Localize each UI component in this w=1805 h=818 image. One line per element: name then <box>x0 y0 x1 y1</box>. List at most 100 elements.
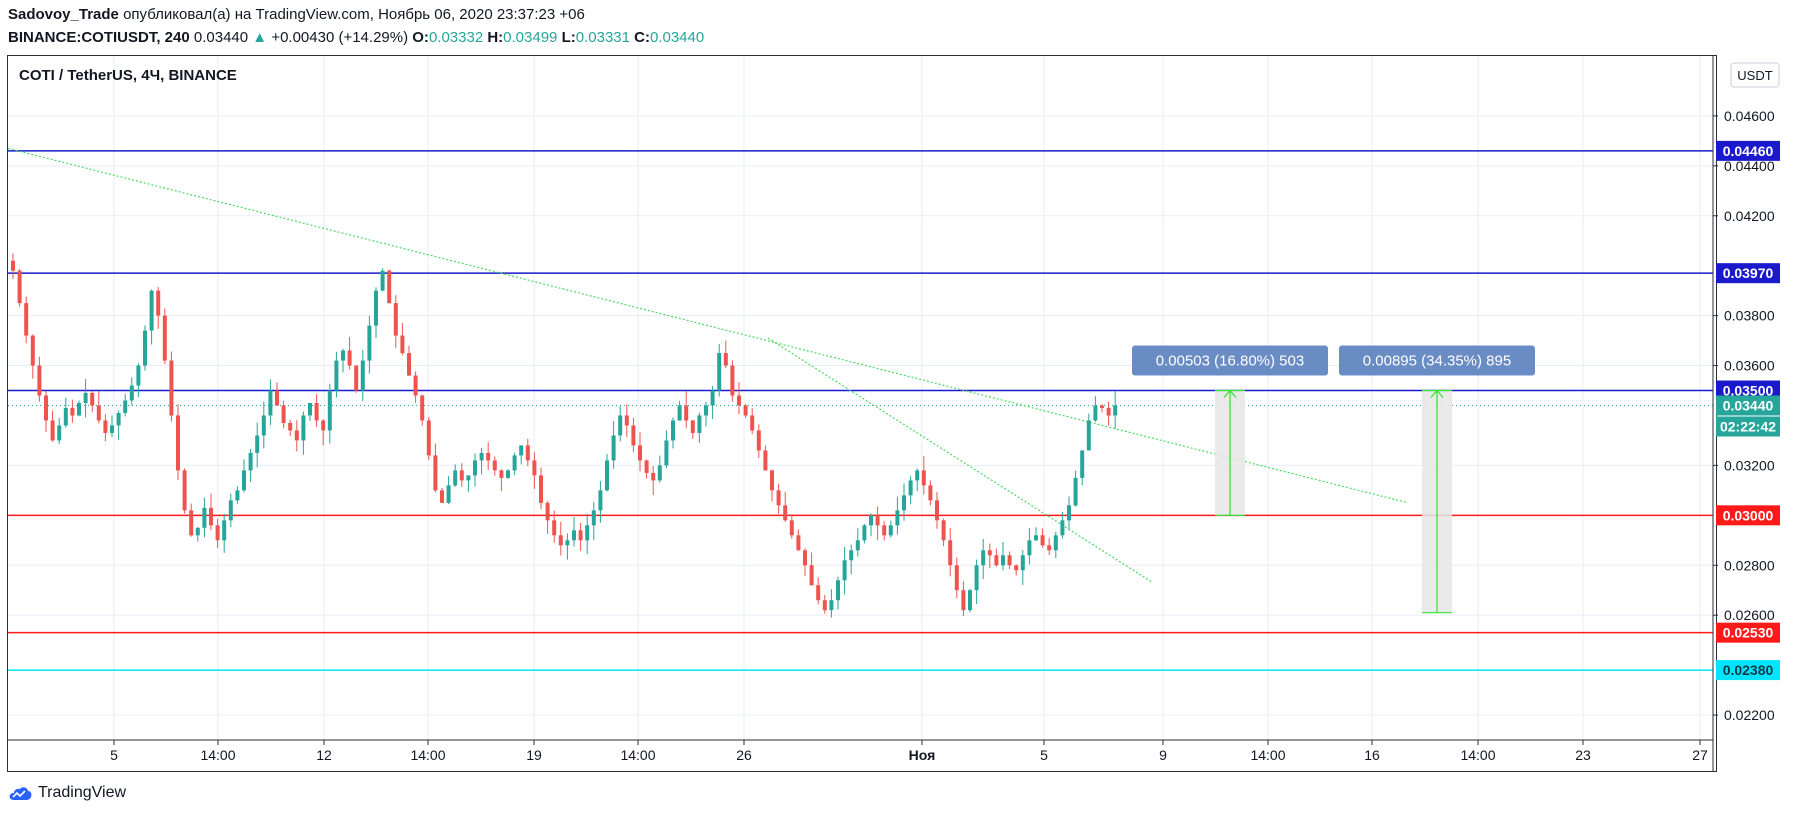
measure-label: 0.00503 (16.80%) 503 <box>1156 353 1304 370</box>
candle-body <box>618 415 623 436</box>
candle-body <box>255 435 260 453</box>
x-tick-label: 19 <box>526 747 542 763</box>
candle-body <box>11 260 15 271</box>
open-label: O: <box>412 29 429 46</box>
candle-body <box>288 422 293 431</box>
candle-body <box>242 470 246 491</box>
candle-body <box>400 335 405 354</box>
candle-body <box>453 470 458 486</box>
candle-body <box>869 515 873 526</box>
candle-body <box>994 555 999 566</box>
candle-body <box>433 455 438 491</box>
candle-body <box>96 405 101 421</box>
measure-label: 0.00895 (34.35%) 895 <box>1363 353 1511 370</box>
candle-body <box>407 353 411 376</box>
candle-body <box>624 415 629 426</box>
candle-body <box>136 365 141 386</box>
candle-body <box>499 470 504 478</box>
candle-body <box>1053 535 1058 551</box>
candle-body <box>855 540 860 551</box>
candle-body <box>63 407 68 426</box>
low-value: 0.03331 <box>575 29 630 46</box>
x-tick-label: 14:00 <box>1460 747 1495 763</box>
candle-body <box>552 520 557 536</box>
x-tick-label: 27 <box>1692 747 1708 763</box>
candle-body <box>83 393 88 403</box>
candle-body <box>261 415 266 436</box>
candle-body <box>657 465 662 481</box>
candle-body <box>215 525 220 541</box>
change-up-icon: ▲ <box>252 29 268 46</box>
candle-body <box>103 420 108 433</box>
x-tick-label: 14:00 <box>200 747 235 763</box>
candle-body <box>1086 420 1091 451</box>
candle-body <box>816 585 821 601</box>
candle-body <box>77 402 81 416</box>
candle-body <box>545 502 550 521</box>
candle-body <box>176 415 180 471</box>
measure-label-box[interactable] <box>1339 345 1535 376</box>
currency-button-label[interactable]: USDT <box>1737 68 1772 83</box>
candle-body <box>941 520 946 541</box>
candle-body <box>888 525 893 536</box>
high-label: H: <box>487 29 504 46</box>
candle-body <box>162 315 167 361</box>
high-value: 0.03499 <box>503 29 558 46</box>
candle-body <box>387 270 392 304</box>
price-change: +0.00430 (+14.29%) <box>271 29 409 46</box>
candle-body <box>875 515 880 526</box>
candle-body <box>750 415 755 431</box>
candle-body <box>321 420 326 431</box>
candle-body <box>585 525 590 541</box>
candle-body <box>770 470 774 491</box>
measure-label-box[interactable] <box>1132 345 1328 376</box>
candle-body <box>50 420 55 441</box>
candle-body <box>935 500 939 521</box>
candle-body <box>591 510 596 526</box>
currency-button[interactable]: USDT <box>1730 62 1780 88</box>
candle-body <box>70 407 75 416</box>
author-name[interactable]: Sadovoy_Trade <box>8 6 119 23</box>
candle-body <box>1007 555 1012 566</box>
candle-body <box>756 430 761 451</box>
candle-body <box>327 390 332 431</box>
level-price-tag <box>1716 263 1780 284</box>
currency-button-box[interactable] <box>1730 62 1780 88</box>
y-tick-label: 0.04600 <box>1724 108 1775 124</box>
candle-body <box>783 505 788 521</box>
tradingview-logo[interactable]: TradingView <box>8 784 126 802</box>
x-tick-label: 5 <box>1040 747 1048 763</box>
candle-body <box>222 520 227 541</box>
candle-body <box>849 550 854 561</box>
trend-line-2 <box>767 337 1154 584</box>
x-tick-label: Ноя <box>909 747 936 763</box>
candle-body <box>809 565 814 586</box>
candle-body <box>37 365 42 396</box>
y-tick-label: 0.03800 <box>1724 308 1775 324</box>
candle-body <box>763 450 768 471</box>
chart-title: COTI / TetherUS, 4Ч, BINANCE <box>19 67 237 84</box>
candle-body <box>228 500 233 521</box>
candle-body <box>822 600 827 611</box>
candle-body <box>638 445 642 461</box>
candle-body <box>393 303 398 336</box>
candle-body <box>195 527 200 536</box>
candle-body <box>525 445 530 461</box>
candle-body <box>486 452 491 461</box>
candle-body <box>519 445 524 456</box>
candle-body <box>644 460 649 473</box>
candle-body <box>301 415 306 441</box>
candle-body <box>710 390 715 406</box>
y-tick-label: 0.02600 <box>1724 607 1775 623</box>
candle-body <box>354 365 359 391</box>
tradingview-cloud-icon <box>9 787 32 800</box>
candle-body <box>281 405 286 423</box>
candle-body <box>631 425 636 446</box>
x-tick-label: 26 <box>736 747 752 763</box>
candle-body <box>902 495 906 511</box>
candle-body <box>347 350 352 366</box>
candle-body <box>981 550 986 566</box>
low-label: L: <box>561 29 576 46</box>
candle-body <box>539 475 543 503</box>
